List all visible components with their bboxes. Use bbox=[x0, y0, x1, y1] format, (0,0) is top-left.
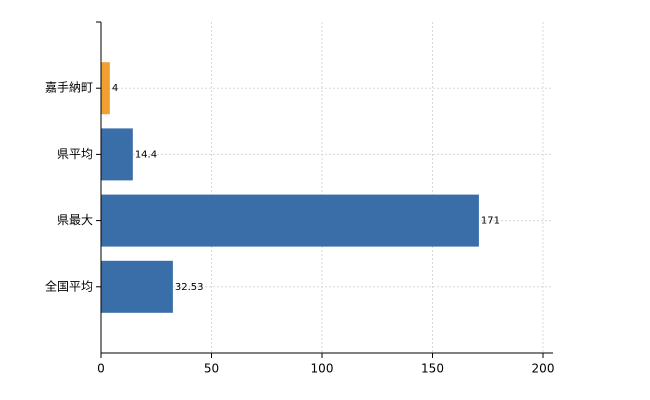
y-tick-label: 嘉手納町 bbox=[45, 81, 93, 95]
x-tick-label: 150 bbox=[421, 362, 444, 376]
value-label: 14.4 bbox=[135, 149, 157, 160]
bar bbox=[101, 194, 479, 247]
x-tick-label: 0 bbox=[97, 362, 105, 376]
value-label: 32.53 bbox=[175, 282, 204, 293]
y-tick-label: 県最大 bbox=[57, 213, 93, 227]
bar bbox=[101, 62, 110, 115]
x-tick-label: 100 bbox=[311, 362, 334, 376]
value-label: 171 bbox=[481, 216, 500, 227]
value-label: 4 bbox=[112, 83, 118, 94]
bar bbox=[101, 260, 173, 313]
x-tick-label: 200 bbox=[532, 362, 555, 376]
bar bbox=[101, 128, 133, 181]
y-tick-label: 全国平均 bbox=[45, 278, 93, 293]
y-tick-label: 県平均 bbox=[57, 147, 93, 161]
x-tick-label: 50 bbox=[204, 362, 219, 376]
